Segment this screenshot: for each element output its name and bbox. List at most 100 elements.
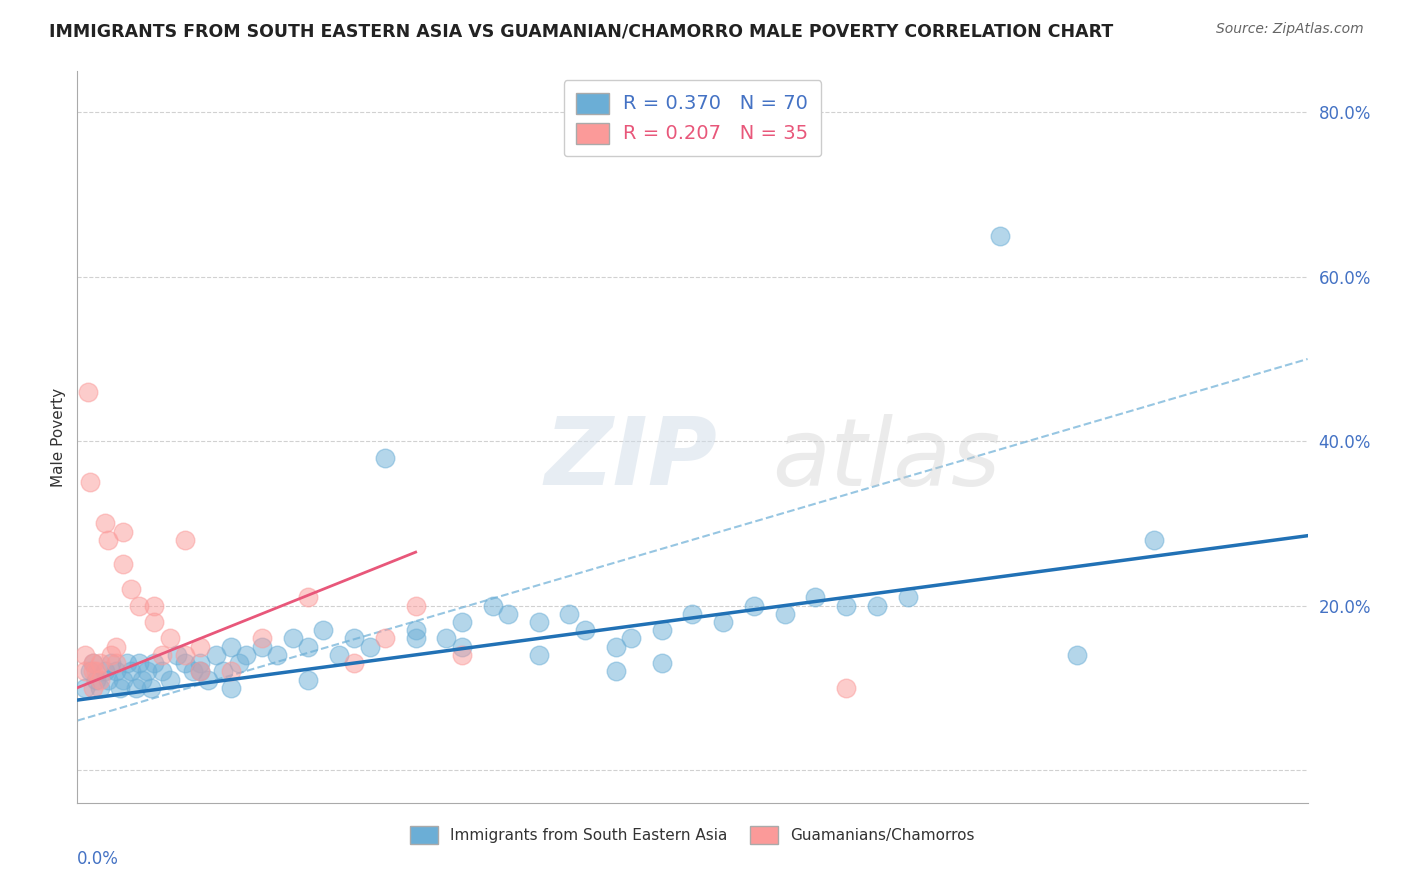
Point xyxy=(104,665,127,679)
Point xyxy=(405,632,427,646)
Y-axis label: Male Poverty: Male Poverty xyxy=(51,387,66,487)
Point xyxy=(82,656,104,670)
Point xyxy=(250,632,273,646)
Point xyxy=(343,656,366,670)
Point xyxy=(481,599,503,613)
Point xyxy=(73,681,96,695)
Point xyxy=(181,665,204,679)
Point xyxy=(159,673,181,687)
Point xyxy=(1066,648,1088,662)
Point xyxy=(82,681,104,695)
Point xyxy=(281,632,304,646)
Point xyxy=(197,673,219,687)
Point xyxy=(988,228,1011,243)
Point xyxy=(150,648,173,662)
Point xyxy=(188,665,212,679)
Point xyxy=(150,665,173,679)
Point xyxy=(374,632,396,646)
Point xyxy=(228,656,250,670)
Point xyxy=(143,656,166,670)
Point xyxy=(97,673,120,687)
Point xyxy=(219,640,242,654)
Point xyxy=(773,607,796,621)
Point xyxy=(112,558,135,572)
Point xyxy=(804,591,827,605)
Point xyxy=(125,681,148,695)
Text: atlas: atlas xyxy=(772,414,1001,505)
Point xyxy=(120,582,142,596)
Point xyxy=(574,624,596,638)
Point xyxy=(212,665,235,679)
Legend: Immigrants from South Eastern Asia, Guamanians/Chamorros: Immigrants from South Eastern Asia, Guam… xyxy=(405,820,980,850)
Point xyxy=(143,615,166,629)
Point xyxy=(104,640,127,654)
Point xyxy=(297,640,319,654)
Point xyxy=(112,673,135,687)
Point xyxy=(835,599,858,613)
Point xyxy=(115,656,138,670)
Point xyxy=(73,648,96,662)
Point xyxy=(558,607,581,621)
Point xyxy=(112,524,135,539)
Point xyxy=(79,665,101,679)
Point xyxy=(104,656,127,670)
Point xyxy=(188,656,212,670)
Point xyxy=(94,665,117,679)
Point xyxy=(297,673,319,687)
Point xyxy=(110,681,132,695)
Point xyxy=(97,533,120,547)
Point xyxy=(450,615,472,629)
Point xyxy=(188,640,212,654)
Point xyxy=(219,665,242,679)
Point xyxy=(742,599,765,613)
Point xyxy=(73,665,96,679)
Point xyxy=(405,624,427,638)
Point xyxy=(359,640,381,654)
Point xyxy=(682,607,704,621)
Point xyxy=(450,648,472,662)
Point xyxy=(77,384,100,399)
Point xyxy=(84,673,107,687)
Point xyxy=(711,615,734,629)
Text: 0.0%: 0.0% xyxy=(77,850,120,868)
Text: IMMIGRANTS FROM SOUTH EASTERN ASIA VS GUAMANIAN/CHAMORRO MALE POVERTY CORRELATIO: IMMIGRANTS FROM SOUTH EASTERN ASIA VS GU… xyxy=(49,22,1114,40)
Point xyxy=(605,640,627,654)
Point xyxy=(120,665,142,679)
Point xyxy=(450,640,472,654)
Point xyxy=(250,640,273,654)
Point xyxy=(312,624,335,638)
Point xyxy=(89,673,111,687)
Point xyxy=(297,591,319,605)
Point xyxy=(866,599,889,613)
Point xyxy=(84,665,107,679)
Point xyxy=(188,665,212,679)
Point xyxy=(897,591,920,605)
Point xyxy=(343,632,366,646)
Point xyxy=(204,648,226,662)
Point xyxy=(328,648,350,662)
Point xyxy=(405,599,427,613)
Point xyxy=(143,599,166,613)
Point xyxy=(141,681,163,695)
Point xyxy=(219,681,242,695)
Point xyxy=(266,648,288,662)
Point xyxy=(82,665,104,679)
Point xyxy=(89,656,111,670)
Point xyxy=(131,673,153,687)
Text: ZIP: ZIP xyxy=(546,413,717,505)
Point xyxy=(1143,533,1166,547)
Point xyxy=(174,648,197,662)
Point xyxy=(135,665,157,679)
Point xyxy=(82,656,104,670)
Point xyxy=(436,632,458,646)
Point xyxy=(835,681,858,695)
Point xyxy=(94,516,117,531)
Point xyxy=(166,648,188,662)
Point xyxy=(79,475,101,490)
Text: Source: ZipAtlas.com: Source: ZipAtlas.com xyxy=(1216,22,1364,37)
Point xyxy=(100,648,122,662)
Point xyxy=(374,450,396,465)
Point xyxy=(128,599,150,613)
Point xyxy=(527,615,550,629)
Point xyxy=(496,607,519,621)
